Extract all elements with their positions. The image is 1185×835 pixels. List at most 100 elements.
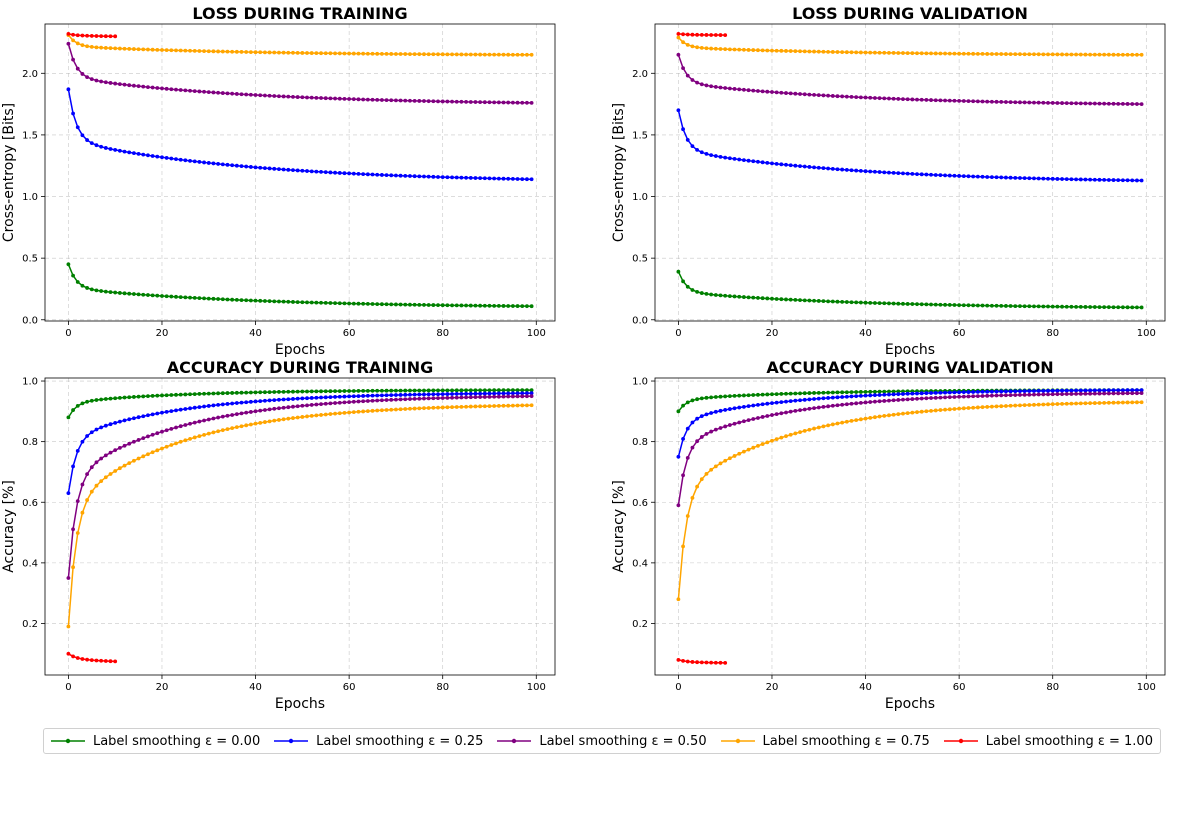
data-point [741,47,746,52]
data-point [891,412,896,417]
data-point [520,394,525,399]
data-point [384,302,389,307]
data-point [417,99,422,103]
data-point [234,92,239,96]
data-point [478,52,483,57]
data-point [882,389,887,394]
data-point [1083,101,1088,106]
data-point [1008,389,1013,394]
data-point [887,398,891,403]
legend-item: Label smoothing ε = 0.75 [720,734,930,749]
data-point [765,440,770,445]
data-point [980,51,985,56]
data-point [117,446,122,450]
data-point [1027,403,1032,407]
data-point [741,295,746,299]
data-point [80,510,85,515]
data-point [723,408,728,412]
data-point [737,157,742,162]
data-point [66,576,71,580]
data-point [211,90,216,95]
data-point [1027,176,1032,181]
data-point [826,390,831,395]
data-point [966,99,971,104]
data-point [915,97,919,102]
data-point [197,405,202,409]
data-point [89,398,94,403]
data-point [905,397,910,402]
data-point [1097,52,1102,57]
data-point [113,46,118,51]
data-point [816,299,821,303]
data-point [1106,52,1111,57]
data-point [915,172,919,176]
data-point [482,100,487,105]
data-point [685,400,690,405]
data-point [267,93,272,98]
data-point [183,438,188,443]
data-point [85,434,90,438]
data-point [887,50,891,55]
data-point [459,175,464,180]
data-point [1013,175,1018,180]
data-point [525,304,529,309]
data-point [99,425,104,430]
data-point [333,389,337,394]
y-tick-label: 0.6 [22,498,38,509]
data-point [328,395,333,400]
data-point [966,390,971,394]
x-axis-label: Epochs [885,696,935,712]
data-point [1036,100,1041,105]
data-point [220,91,225,95]
data-point [1111,400,1116,405]
x-tick-label: 80 [1046,328,1059,339]
data-point [408,98,412,103]
data-point [1097,401,1102,405]
data-point [440,52,445,57]
data-point [272,406,277,411]
data-point [487,303,492,308]
data-point [1130,178,1135,183]
data-point [821,390,826,395]
data-point [314,389,319,394]
data-point [160,86,164,91]
data-point [1125,102,1130,106]
data-point [422,392,426,397]
data-point [342,410,347,415]
legend-item: Label smoothing ε = 0.25 [274,734,483,749]
data-point [704,152,709,156]
data-point [253,421,258,426]
data-point [510,177,515,181]
data-point [197,160,202,164]
data-point [826,299,831,304]
data-point [887,389,891,394]
data-point [510,388,515,393]
data-point [690,660,695,664]
data-point [333,51,337,56]
data-point [812,165,816,170]
data-point [450,405,454,410]
data-point [351,51,356,56]
data-point [1041,304,1046,309]
data-point [370,398,375,403]
data-point [80,401,85,406]
data-point [952,303,957,307]
data-point [206,391,211,396]
data-point [1069,52,1074,57]
data-point [676,269,681,274]
data-point [281,50,286,55]
data-point [468,176,473,180]
data-point [192,159,197,164]
data-point [770,296,774,301]
data-point [379,98,384,102]
data-point [188,436,192,441]
data-point [197,49,202,53]
data-point [826,396,831,400]
data-point [1120,388,1125,393]
data-point [816,405,821,410]
series-line [67,392,532,494]
data-point [681,279,685,284]
data-point [487,100,492,105]
data-point [389,173,394,178]
